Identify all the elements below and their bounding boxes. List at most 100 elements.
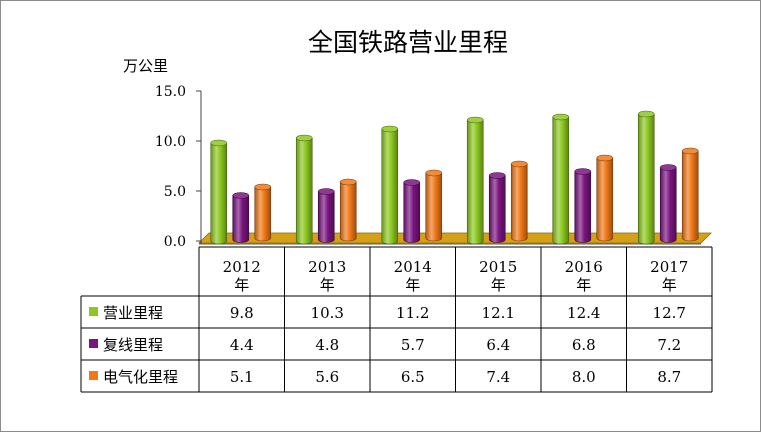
bar-top [574,168,592,175]
category-year: 2013 [308,258,346,276]
bar-top [339,178,357,186]
bar-body [381,128,399,245]
data-label: 12.1 [482,304,515,322]
bar-复线里程-2016 [574,168,592,243]
bar-top [403,179,421,186]
data-label: 6.5 [401,368,425,386]
bar-top [295,134,313,142]
y-tick-label: 15.0 [155,84,186,100]
bar-body [210,142,228,245]
bar-body [339,181,357,242]
bar-top [596,154,614,162]
data-label: 6.8 [572,336,596,354]
category-year: 2016 [565,258,603,276]
bar-top [317,188,335,195]
bar-复线里程-2013 [317,188,335,243]
legend-swatch-营业里程 [89,307,98,316]
bar-body [637,113,655,245]
y-tick-label: 10.0 [155,134,186,150]
chart-floor [198,232,712,244]
data-label: 12.7 [653,304,686,322]
bar-营业里程-2015 [466,116,484,245]
data-label: 5.1 [230,368,254,386]
bar-body [466,119,484,245]
bar-电气化里程-2017 [681,147,699,242]
category-year: 2017 [650,258,688,276]
bar-body [254,186,272,242]
data-label: 9.8 [230,304,254,322]
y-axis-unit: 万公里 [123,57,168,75]
back-wall [201,91,711,241]
bar-body [295,137,313,245]
bar-top [425,169,443,177]
bar-电气化里程-2015 [510,160,528,242]
bar-营业里程-2017 [637,110,655,245]
bar-复线里程-2015 [488,172,506,243]
bar-top [381,125,399,133]
bar-top [681,147,699,155]
bar-top [466,116,484,124]
category-unit: 年 [662,276,677,294]
data-label: 6.4 [486,336,510,354]
bar-营业里程-2016 [552,113,570,245]
bar-body [425,172,443,242]
bar-电气化里程-2016 [596,154,614,242]
data-label: 8.7 [657,368,681,386]
data-label: 8.0 [572,368,596,386]
data-label: 5.7 [401,336,425,354]
bar-body [596,157,614,242]
bar-body [510,163,528,242]
bar-复线里程-2014 [403,179,421,243]
bar-body [317,191,335,243]
bar-top [210,139,228,147]
bar-body [403,182,421,243]
legend-label: 营业里程 [103,304,163,322]
legend-swatch-复线里程 [89,339,98,348]
data-label: 4.4 [230,336,254,354]
category-year: 2014 [394,258,432,276]
bar-电气化里程-2013 [339,178,357,242]
chart-title: 全国铁路营业里程 [308,28,508,57]
bar-电气化里程-2012 [254,183,272,242]
bar-top [637,110,655,118]
bar-top [510,160,528,168]
bar-top [552,113,570,121]
data-label: 12.4 [567,304,600,322]
bar-body [488,175,506,243]
data-label: 11.2 [396,304,429,322]
category-year: 2015 [479,258,517,276]
bar-营业里程-2014 [381,125,399,245]
data-label: 4.8 [315,336,339,354]
bar-营业里程-2013 [295,134,313,245]
data-label: 7.2 [657,336,681,354]
bar-营业里程-2012 [210,139,228,245]
y-tick-label: 0.0 [164,234,186,250]
bar-复线里程-2017 [659,164,677,243]
y-tick-label: 5.0 [164,184,186,200]
bar-top [488,172,506,179]
bar-电气化里程-2014 [425,169,443,242]
data-label: 10.3 [311,304,344,322]
bar-top [659,164,677,171]
category-year: 2012 [223,258,261,276]
category-unit: 年 [576,276,591,294]
bar-body [659,167,677,243]
legend-swatch-电气化里程 [89,371,98,380]
bar-body [681,150,699,242]
data-label: 5.6 [315,368,339,386]
bar-top [254,183,272,191]
category-unit: 年 [320,276,335,294]
category-unit: 年 [405,276,420,294]
bar-body [552,116,570,245]
bar-top [232,192,250,199]
category-unit: 年 [234,276,249,294]
legend-label: 电气化里程 [103,368,178,386]
category-unit: 年 [491,276,506,294]
data-label: 7.4 [486,368,510,386]
bar-复线里程-2012 [232,192,250,243]
bar-body [232,195,250,243]
legend-label: 复线里程 [103,336,163,354]
bar-body [574,171,592,243]
